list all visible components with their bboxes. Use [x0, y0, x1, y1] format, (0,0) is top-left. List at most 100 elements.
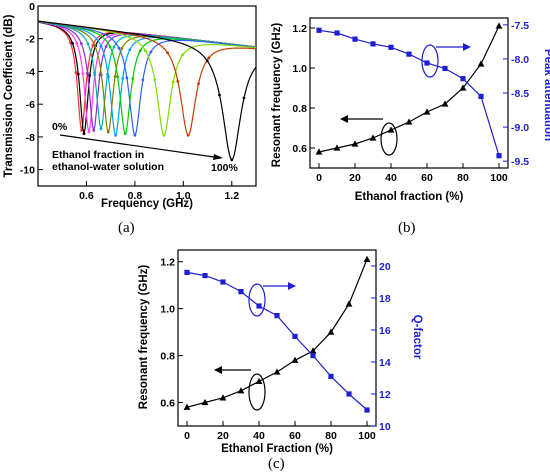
panel-b-right-axis-point	[334, 30, 340, 36]
panel-c-frequency-point	[363, 255, 371, 262]
panel-b-frequency-point	[369, 134, 377, 141]
panel-a-curve-point	[181, 53, 184, 57]
panel-c-y2tick-label: 16	[379, 325, 391, 337]
panel-a-curves	[37, 20, 257, 162]
panel-b-xtick-label: 80	[457, 172, 469, 184]
panel-a-ytick-label: -8	[26, 132, 35, 144]
panel-a-label: (a)	[118, 220, 135, 236]
panel-c-frequency-point	[183, 403, 191, 410]
panel-a-curve-point	[100, 73, 103, 77]
panel-a-curve-point	[80, 129, 83, 132]
panel-c-ytick-label: 0.8	[160, 351, 175, 363]
panel-c-xtick-label: 60	[289, 430, 301, 442]
panel-a-annotation-note-1: Ethanol fraction in	[52, 149, 144, 161]
panel-b-ytick-label: 0.8	[292, 103, 307, 115]
panel-c-frequency-point	[345, 300, 353, 307]
panel-a-curve-point	[87, 130, 91, 134]
panel-b-left-arrowhead	[340, 115, 348, 123]
panel-c-frequency-point	[219, 394, 227, 401]
panel-a-curve-point	[133, 133, 137, 137]
panel-c-frequency-point	[201, 398, 209, 406]
panel-c-plot-frame	[177, 249, 377, 427]
panel-a-curve-point	[166, 51, 169, 55]
panel-c-y2label: Q-factor	[411, 315, 423, 360]
panel-a-xtick-label: 1.2	[224, 190, 239, 202]
panel-a-curve-point	[112, 45, 116, 49]
panel-a-curve-point	[93, 71, 96, 75]
panel-b-right-axis-point	[442, 65, 448, 72]
panel-c-right-axis-line	[186, 271, 368, 411]
panel-c: 0 20 40 60 80 100 0.6 0.8 1.0 1.2 10 12 14 16 18 20 Eth…	[138, 249, 423, 472]
panel-c-y2tick-label: 20	[379, 261, 391, 273]
panel-b-frequency-point	[351, 140, 359, 147]
panel-a-xtick-label: 1.0	[176, 190, 191, 202]
panel-c-ytick-label: 1.2	[160, 257, 175, 269]
panel-c-xlabel: Ethanol Fraction (%)	[221, 443, 333, 455]
panel-a-curve-point	[153, 78, 157, 82]
panel-b-frequency-point	[477, 60, 485, 67]
panel-c-series	[183, 255, 371, 413]
panel-a-ytick-label: 0	[29, 1, 35, 13]
panel-a-annotation-end: 100%	[211, 162, 239, 174]
panel-c-right-arrowhead	[288, 282, 296, 290]
panel-a-curve-point	[99, 127, 103, 131]
panel-a-curve-point	[149, 50, 153, 54]
panel-a-annotation-arrow	[59, 134, 222, 159]
panel-b-xtick-label: 100	[490, 172, 508, 184]
panel-a-curve-point	[107, 75, 110, 79]
panel-b-right-axis-point	[370, 41, 376, 47]
panel-a-curve-point	[138, 49, 142, 52]
panel-a-curve-point	[86, 42, 90, 46]
panel-b-left-marker-ellipse	[380, 122, 398, 156]
panel-c-right-axis-point	[364, 407, 370, 413]
panel-b-frequency-point	[441, 100, 449, 107]
panel-a-curve-point	[186, 133, 190, 137]
panel-c-right-axis-point	[202, 273, 208, 279]
panel-c-y2tick-label: 18	[379, 293, 391, 305]
panel-c-frequency-point	[327, 328, 335, 335]
panel-a-curve-point	[86, 71, 89, 75]
panel-a-curve-point	[68, 41, 72, 44]
panel-a-curve-point	[144, 49, 147, 53]
panel-c-y2tick-label: 12	[379, 389, 391, 401]
panel-c-xtick-label: 40	[253, 430, 265, 442]
panel-a-curve-point	[176, 79, 180, 83]
panel-a-ylabel: Transmission Coefficient (dB)	[3, 14, 15, 177]
panel-a-curve-point	[82, 132, 86, 136]
panel-c-frequency-point	[237, 387, 245, 394]
panel-c-ytick-label: 0.6	[160, 398, 175, 410]
panel-b-frequency-point	[333, 144, 341, 151]
panel-a-ytick-label: -10	[20, 165, 35, 177]
panel-b-xtick-label: 60	[421, 172, 433, 184]
panel-a-curve-point	[93, 43, 96, 47]
panel-a-curve-point	[131, 77, 135, 80]
panel-c-right-axis-point	[238, 289, 244, 295]
panel-b-xtick-label: 40	[385, 172, 397, 184]
panel-c-y2tick-label: 10	[379, 421, 391, 433]
panel-a-curve-point	[92, 129, 96, 132]
panel-a-ytick-label: -6	[26, 99, 35, 111]
panel-b-frequency-point	[423, 108, 431, 115]
panel-a-curve-point	[74, 71, 78, 74]
panel-c-xtick-label: 20	[217, 430, 229, 442]
panel-b-right-axis-line	[318, 29, 500, 156]
panel-a-curve-point	[128, 48, 132, 52]
panel-a-curve-point	[141, 78, 145, 82]
panel-a-curve-point	[113, 75, 117, 78]
panel-c-frequency-point	[291, 356, 299, 363]
panel-c-frequency-point	[309, 347, 317, 354]
panel-b-frequency-point	[495, 22, 503, 29]
panel-b-ticks: 0 20 40 60 80 100 0.6 0.8 1.0 1.2 -7.5 -8.0 -8.5 -9.0…	[292, 20, 529, 184]
panel-a-curve-point	[123, 132, 127, 136]
panel-a-curve-point	[171, 80, 175, 84]
panel-b-frequency-point	[387, 126, 395, 133]
panel-c-right-axis-point	[256, 303, 262, 309]
panel-b-ytick-label: 1.2	[292, 23, 307, 35]
panel-a-ticks: 0.6 0.8 1.0 1.2 0 -2 -4 -6 -8 -10	[20, 1, 239, 202]
panel-c-xtick-label: 80	[325, 430, 337, 442]
panel-a-curve-point	[116, 75, 119, 78]
panel-a-ytick-label: -4	[26, 66, 35, 78]
panel-b-right-axis-point	[388, 44, 394, 50]
panel-c-xtick-label: 0	[184, 430, 190, 442]
